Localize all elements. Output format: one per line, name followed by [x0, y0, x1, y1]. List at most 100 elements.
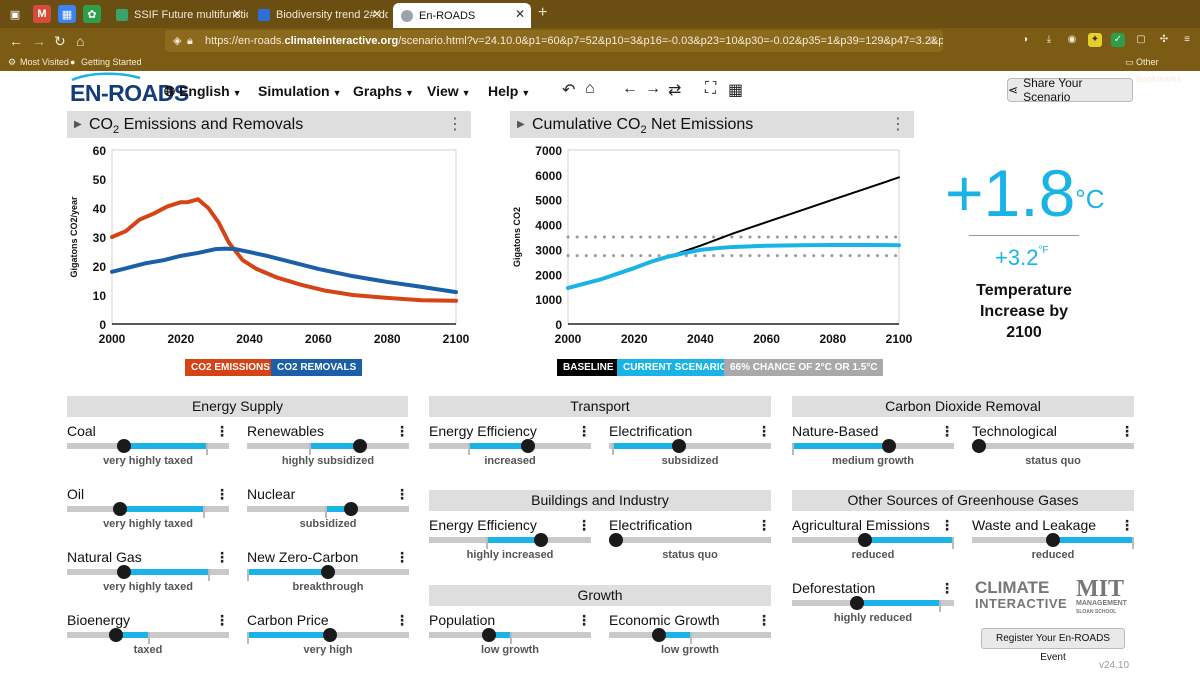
kebab-menu-icon[interactable]: ⋮ — [890, 116, 906, 133]
slider-handle[interactable] — [481, 628, 496, 642]
bookmark-getting-started[interactable]: Getting Started — [81, 57, 142, 67]
slider-handle[interactable] — [849, 596, 864, 610]
home-icon[interactable]: ⌂ — [585, 80, 595, 97]
slider-track[interactable] — [67, 502, 229, 518]
graph-emissions-header[interactable]: ▶ CO2 Emissions and Removals ⋮ — [67, 111, 471, 138]
url-bar[interactable]: ◈ 🔒︎ https://en-roads.climateinteractive… — [165, 30, 943, 52]
slider-track[interactable] — [67, 628, 229, 644]
menu-view[interactable]: View ▼ — [427, 83, 471, 99]
kebab-menu-icon[interactable]: ⋮ — [395, 423, 409, 439]
slider-track[interactable] — [247, 628, 409, 644]
slider-deforestation[interactable]: Deforestation ⋮ highly reduced — [792, 580, 954, 640]
kebab-menu-icon[interactable]: ⋮ — [577, 517, 591, 533]
legend-temperature-chance[interactable]: 66% CHANCE OF 2°C OR 1.5°C — [724, 359, 884, 376]
slider-buildings-electrification[interactable]: Electrification ⋮ status quo — [609, 517, 771, 577]
slider-technological[interactable]: Technological ⋮ status quo — [972, 423, 1134, 483]
forward-icon[interactable]: → — [32, 33, 46, 49]
kebab-menu-icon[interactable]: ⋮ — [395, 549, 409, 565]
slider-track[interactable] — [972, 439, 1134, 453]
fullscreen-icon[interactable]: ⛶ — [705, 80, 717, 97]
kebab-menu-icon[interactable]: ⋮ — [940, 423, 954, 439]
slider-handle[interactable] — [353, 439, 368, 453]
slider-handle[interactable] — [972, 439, 986, 453]
kebab-menu-icon[interactable]: ⋮ — [577, 612, 591, 628]
register-event-button[interactable]: Register Your En-ROADS Event — [981, 628, 1125, 663]
slider-track[interactable] — [429, 628, 591, 644]
expand-triangle-icon[interactable]: ▶ — [74, 119, 82, 130]
slider-agricultural-emissions[interactable]: Agricultural Emissions ⋮ reduced — [792, 517, 954, 577]
legend-baseline[interactable]: BASELINE — [557, 359, 620, 376]
kebab-menu-icon[interactable]: ⋮ — [757, 517, 771, 533]
slider-handle[interactable] — [343, 502, 358, 516]
slider-handle[interactable] — [857, 533, 872, 547]
slider-track[interactable] — [609, 533, 771, 547]
bookmark-most-visited[interactable]: Most Visited — [20, 57, 69, 67]
slider-oil[interactable]: Oil ⋮ very highly taxed — [67, 486, 229, 546]
compare-icon[interactable]: ⇄ — [668, 82, 682, 99]
slider-handle[interactable] — [882, 439, 897, 453]
climate-interactive-logo[interactable]: CLIMATE INTERACTIVE — [975, 579, 1067, 612]
table-icon[interactable]: ▦ — [728, 82, 744, 99]
pinned-tab-folder[interactable]: ▣ — [6, 5, 24, 23]
menu-hamburger-icon[interactable]: ≡ — [1184, 34, 1190, 45]
kebab-menu-icon[interactable]: ⋮ — [757, 612, 771, 628]
kebab-menu-icon[interactable]: ⋮ — [395, 486, 409, 502]
slider-track[interactable] — [67, 565, 229, 581]
slider-nature-based[interactable]: Nature-Based ⋮ medium growth — [792, 423, 954, 483]
pocket-icon[interactable]: ◗ — [1022, 34, 1030, 45]
expand-triangle-icon[interactable]: ▶ — [517, 119, 525, 130]
slider-track[interactable] — [792, 439, 954, 455]
tab-en-roads[interactable]: En-ROADS ✕ — [393, 3, 531, 28]
slider-track[interactable] — [429, 439, 591, 455]
slider-track[interactable] — [67, 439, 229, 455]
close-icon[interactable]: ✕ — [371, 7, 382, 21]
slider-economic-growth[interactable]: Economic Growth ⋮ low growth — [609, 612, 771, 672]
slider-handle[interactable] — [652, 628, 667, 642]
slider-waste-leakage[interactable]: Waste and Leakage ⋮ reduced — [972, 517, 1134, 577]
menu-simulation[interactable]: Simulation ▼ — [258, 83, 341, 99]
arrow-right-icon[interactable]: → — [645, 80, 661, 97]
kebab-menu-icon[interactable]: ⋮ — [940, 580, 954, 596]
slider-handle[interactable] — [671, 439, 686, 453]
kebab-menu-icon[interactable]: ⋮ — [940, 517, 954, 533]
slider-renewables[interactable]: Renewables ⋮ highly subsidized — [247, 423, 409, 483]
slider-handle[interactable] — [609, 533, 623, 547]
slider-track[interactable] — [972, 533, 1134, 549]
download-icon[interactable]: ⤓ — [1046, 34, 1052, 45]
share-scenario-button[interactable]: ⋖ Share Your Scenario — [1007, 76, 1133, 104]
extension-yellow-icon[interactable]: ✦ — [1088, 33, 1102, 47]
slider-transport-efficiency[interactable]: Energy Efficiency ⋮ increased — [429, 423, 591, 483]
legend-co2-emissions[interactable]: CO2 EMISSIONS — [185, 359, 276, 376]
bookmark-star-icon[interactable]: ☆ — [927, 35, 937, 47]
menu-help[interactable]: Help ▼ — [488, 83, 530, 99]
close-icon[interactable]: ✕ — [514, 7, 525, 21]
kebab-menu-icon[interactable]: ⋮ — [215, 486, 229, 502]
slider-track[interactable] — [792, 533, 954, 549]
menu-graphs[interactable]: Graphs ▼ — [353, 83, 414, 99]
slider-nuclear[interactable]: Nuclear ⋮ subsidized — [247, 486, 409, 546]
account-icon[interactable]: ◉ — [1067, 34, 1077, 45]
graph-cumulative-header[interactable]: ▶ Cumulative CO2 Net Emissions ⋮ — [510, 111, 914, 138]
kebab-menu-icon[interactable]: ⋮ — [395, 612, 409, 628]
pinned-tab-gmail[interactable]: M — [33, 5, 51, 23]
pinned-tab-extension[interactable]: ✿ — [83, 5, 101, 23]
slider-track[interactable] — [247, 565, 409, 581]
arrow-left-icon[interactable]: ← — [622, 80, 638, 97]
home-icon[interactable]: ⌂ — [76, 33, 85, 49]
mit-sloan-logo[interactable]: MIT MANAGEMENT SLOAN SCHOOL — [1076, 577, 1127, 616]
slider-track[interactable] — [429, 533, 591, 549]
new-tab-icon[interactable]: + — [538, 4, 548, 21]
slider-track[interactable] — [609, 628, 771, 644]
slider-handle[interactable] — [116, 565, 131, 579]
extension-green-icon[interactable]: ✓ — [1111, 33, 1125, 47]
slider-handle[interactable] — [321, 565, 335, 579]
slider-population[interactable]: Population ⋮ low growth — [429, 612, 591, 672]
back-icon[interactable]: ← — [9, 33, 23, 49]
slider-track[interactable] — [609, 439, 771, 455]
slider-carbon-price[interactable]: Carbon Price ⋮ very high — [247, 612, 409, 672]
slider-handle[interactable] — [108, 628, 123, 642]
slider-bioenergy[interactable]: Bioenergy ⋮ taxed — [67, 612, 229, 672]
kebab-menu-icon[interactable]: ⋮ — [757, 423, 771, 439]
slider-coal[interactable]: Coal ⋮ very highly taxed — [67, 423, 229, 483]
tab-ssif[interactable]: SSIF Future multifunctional lanc ✕ — [108, 3, 248, 26]
